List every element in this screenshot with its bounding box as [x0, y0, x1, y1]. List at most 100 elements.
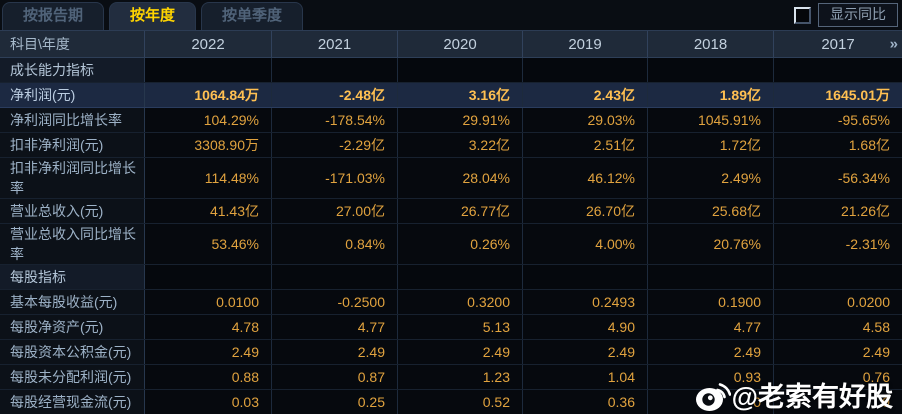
value-cell: -2.29亿	[272, 133, 398, 157]
table-header-row: 科目\年度 2022 2021 2020 2019 2018 2017»	[0, 30, 902, 58]
value-cell: 3.22亿	[398, 133, 523, 157]
value-cell: 5.13	[398, 315, 523, 339]
value-cell: 46.12%	[523, 158, 648, 198]
value-cell: 0.36	[523, 390, 648, 414]
value-cell	[272, 58, 398, 82]
value-cell: 29.91%	[398, 108, 523, 132]
more-years-icon[interactable]: »	[889, 35, 898, 53]
row-label: 净利润同比增长率	[0, 108, 145, 132]
value-cell	[523, 265, 648, 289]
value-cell: 2.49	[272, 340, 398, 364]
value-cell: 0.26%	[398, 224, 523, 264]
tab-bar: 按报告期 按年度 按单季度 显示同比	[0, 0, 902, 30]
value-cell	[398, 265, 523, 289]
value-cell	[774, 58, 902, 82]
value-cell: 28.04%	[398, 158, 523, 198]
value-cell: 9	[882, 394, 890, 410]
value-cell: 29.03%	[523, 108, 648, 132]
value-cell: 4.78	[145, 315, 272, 339]
value-cell: 104.29%	[145, 108, 272, 132]
value-cell: 41.43亿	[145, 199, 272, 223]
tab-by-single-quarter[interactable]: 按单季度	[201, 2, 304, 30]
row-label: 扣非净利润(元)	[0, 133, 145, 157]
table-row[interactable]: 净利润(元) 1064.84万 -2.48亿 3.16亿 2.43亿 1.89亿 1645.…	[0, 83, 902, 108]
value-cell: 1.04	[523, 365, 648, 389]
value-cell	[648, 265, 774, 289]
value-cell: 21.26亿	[840, 203, 890, 219]
column-header-year-2019: 2019	[523, 31, 648, 57]
table-row[interactable]: 净利润同比增长率 104.29% -178.54% 29.91% 29.03% 1045.…	[0, 108, 902, 133]
table-row[interactable]: 每股未分配利润(元) 0.88 0.87 1.23 1.04 0.93 0.76	[0, 365, 902, 390]
column-header-year-2018: 2018	[648, 31, 774, 57]
row-label: 每股资本公积金(元)	[0, 340, 145, 364]
value-cell: 2.49	[862, 344, 890, 360]
row-label: 每股经营现金流(元)	[0, 390, 145, 414]
value-cell: 2.49	[145, 340, 272, 364]
value-cell: 2.51亿	[523, 133, 648, 157]
value-cell: 0.03	[145, 390, 272, 414]
row-label: 每股指标	[0, 265, 145, 289]
tab-by-report-period[interactable]: 按报告期	[2, 2, 105, 30]
show-yoy-button[interactable]: 显示同比	[818, 3, 898, 27]
value-cell: 0.87	[272, 365, 398, 389]
value-cell: 53.46%	[145, 224, 272, 264]
value-cell: 0.52	[398, 390, 523, 414]
value-cell: 0.88	[145, 365, 272, 389]
value-cell: 1.89亿	[648, 83, 774, 107]
value-cell: 26.70亿	[523, 199, 648, 223]
value-cell: 4.00%	[523, 224, 648, 264]
value-cell	[145, 58, 272, 82]
tab-by-year[interactable]: 按年度	[109, 2, 197, 30]
value-cell: 1.68亿	[848, 137, 890, 153]
value-cell: 1.23	[398, 365, 523, 389]
value-cell: 0.93	[648, 365, 774, 389]
value-cell: 0.2493	[523, 290, 648, 314]
value-cell	[774, 265, 902, 289]
value-cell	[272, 265, 398, 289]
value-cell: 1064.84万	[145, 83, 272, 107]
row-label: 营业总收入同比增长率	[0, 224, 145, 264]
table-row[interactable]: 营业总收入同比增长率 53.46% 0.84% 0.26% 4.00% 20.76% -2.…	[0, 224, 902, 265]
table-row[interactable]: 每股资本公积金(元) 2.49 2.49 2.49 2.49 2.49 2.49	[0, 340, 902, 365]
section-header-row: 每股指标	[0, 265, 902, 290]
yoy-controls: 显示同比	[794, 3, 898, 27]
row-label: 净利润(元)	[0, 83, 145, 107]
table-row[interactable]: 营业总收入(元) 41.43亿 27.00亿 26.77亿 26.70亿 25.68亿 21…	[0, 199, 902, 224]
value-cell: 2.43亿	[523, 83, 648, 107]
value-cell: 4.58	[862, 319, 890, 335]
value-cell	[145, 265, 272, 289]
table-row[interactable]: 扣非净利润(元) 3308.90万 -2.29亿 3.22亿 2.51亿 1.72亿 1.6…	[0, 133, 902, 158]
value-cell: 0.0200	[847, 294, 890, 310]
row-label: 基本每股收益(元)	[0, 290, 145, 314]
row-label: 每股未分配利润(元)	[0, 365, 145, 389]
table-row[interactable]: 扣非净利润同比增长率 114.48% -171.03% 28.04% 46.12% 2.4…	[0, 158, 902, 199]
value-cell	[523, 58, 648, 82]
column-header-subject-year: 科目\年度	[0, 31, 145, 57]
value-cell: -56.34%	[837, 170, 890, 186]
value-cell: 0.76	[862, 369, 890, 385]
value-cell: 25.68亿	[648, 199, 774, 223]
value-cell: 2.49	[398, 340, 523, 364]
table-row[interactable]: 基本每股收益(元) 0.0100 -0.2500 0.3200 0.2493 0.1900…	[0, 290, 902, 315]
financials-table: 科目\年度 2022 2021 2020 2019 2018 2017» 成长能力指标 净利润…	[0, 30, 902, 414]
value-cell: 26.77亿	[398, 199, 523, 223]
value-cell: 3.16亿	[398, 83, 523, 107]
value-cell: -0.2500	[272, 290, 398, 314]
value-cell: 114.48%	[145, 158, 272, 198]
value-cell: -2.48亿	[272, 83, 398, 107]
table-row[interactable]: 每股经营现金流(元) 0.03 0.25 0.52 0.36 0 9	[0, 390, 902, 414]
value-cell: 0.25	[272, 390, 398, 414]
show-yoy-checkbox[interactable]	[794, 6, 811, 24]
value-cell: 4.90	[523, 315, 648, 339]
value-cell: 3308.90万	[145, 133, 272, 157]
row-label: 扣非净利润同比增长率	[0, 158, 145, 198]
table-row[interactable]: 每股净资产(元) 4.78 4.77 5.13 4.90 4.77 4.58	[0, 315, 902, 340]
value-cell: 0.84%	[272, 224, 398, 264]
value-cell: 2.49	[648, 340, 774, 364]
value-cell	[648, 58, 774, 82]
value-cell: -2.31%	[845, 236, 890, 252]
row-label: 成长能力指标	[0, 58, 145, 82]
row-label: 每股净资产(元)	[0, 315, 145, 339]
value-cell: -95.65%	[837, 112, 890, 128]
